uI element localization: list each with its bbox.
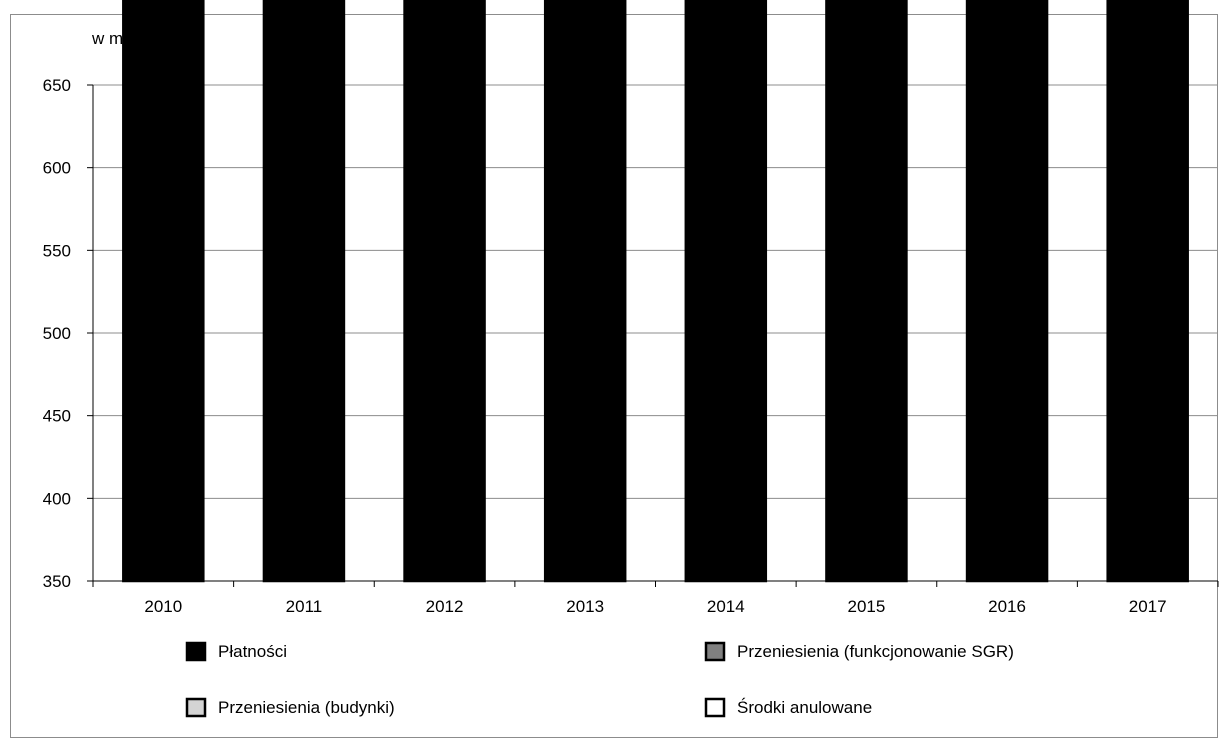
legend-swatch [185, 697, 207, 718]
legend-label: Przeniesienia (budynki) [218, 698, 395, 717]
y-tick-label: 400 [43, 489, 71, 508]
y-tick-label: 500 [43, 324, 71, 343]
y-tick-label: 600 [43, 159, 71, 178]
y-tick-label: 350 [43, 572, 71, 591]
x-tick-label: 2015 [848, 597, 886, 616]
x-tick-label: 2010 [144, 597, 182, 616]
legend: Płatności Przeniesienia (funkcjonowanie S… [185, 641, 1014, 718]
x-tick-label: 2014 [707, 597, 745, 616]
bar-segment-2014-series-0 [684, 0, 768, 583]
legend-label: Przeniesienia (funkcjonowanie SGR) [737, 642, 1014, 661]
x-tick-label: 2011 [286, 597, 323, 616]
bar-segment-2011-series-0 [262, 0, 346, 583]
x-tick-label: 2016 [988, 597, 1026, 616]
legend-label: Środki anulowane [737, 698, 872, 717]
x-tick-label: 2013 [566, 597, 604, 616]
legend-swatch [185, 641, 207, 662]
bar-segment-2010-series-0 [122, 0, 205, 583]
y-tick-label: 450 [43, 407, 71, 426]
bar-segment-2012-series-0 [403, 0, 486, 583]
x-tick-label: 2017 [1129, 597, 1167, 616]
y-tick-label: 650 [43, 76, 71, 95]
y-tick-label: 550 [43, 241, 71, 260]
bar-segment-2016-series-0 [965, 0, 1049, 583]
legend-swatch [704, 641, 726, 662]
gridlines [93, 84, 1218, 499]
bar-segment-2015-series-0 [825, 0, 908, 583]
bar-segment-2017-series-0 [1106, 0, 1189, 583]
x-tick-label: 2012 [426, 597, 464, 616]
bar-segment-2013-series-0 [543, 0, 627, 583]
legend-label: Płatności [218, 642, 287, 661]
axes: 350 400 450 500 550 600 650 2010 2011 2012 2013 201… [43, 76, 1219, 616]
legend-swatch [704, 697, 726, 718]
bars [122, 0, 1189, 583]
